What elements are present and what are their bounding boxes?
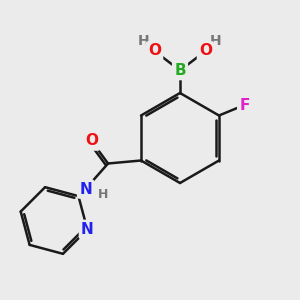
Text: O: O xyxy=(148,44,161,59)
Text: O: O xyxy=(199,44,212,59)
Text: H: H xyxy=(98,188,109,201)
Text: N: N xyxy=(81,222,94,237)
Text: H: H xyxy=(138,34,150,48)
Text: B: B xyxy=(174,63,186,78)
Text: O: O xyxy=(85,134,98,148)
Text: N: N xyxy=(79,182,92,196)
Text: F: F xyxy=(239,98,250,112)
Text: H: H xyxy=(210,34,222,48)
